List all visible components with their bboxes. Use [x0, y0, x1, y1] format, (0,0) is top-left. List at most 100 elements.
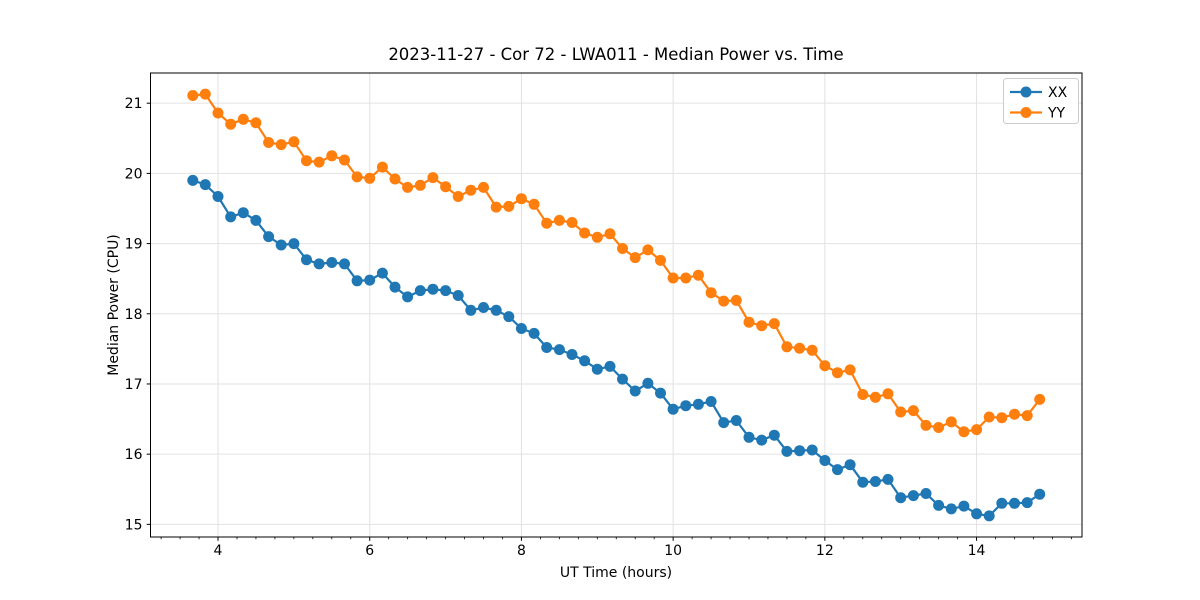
- data-point: [313, 258, 325, 270]
- axes-frame: [150, 72, 1083, 538]
- data-point: [301, 254, 312, 266]
- data-point: [515, 323, 527, 334]
- data-point: [364, 172, 376, 184]
- x-tick-label: 12: [816, 543, 834, 559]
- y-axis-label: Median Power (CPU): [106, 234, 122, 376]
- data-point: [794, 342, 806, 354]
- data-point: [895, 406, 907, 418]
- data-point: [857, 476, 869, 488]
- data-point: [895, 492, 907, 504]
- legend-swatch-marker: [1020, 86, 1032, 98]
- data-point: [351, 171, 363, 183]
- data-point: [250, 117, 262, 129]
- data-point: [465, 184, 477, 196]
- data-point: [326, 257, 338, 268]
- data-point: [869, 391, 881, 403]
- data-point: [642, 244, 654, 256]
- data-point: [503, 311, 515, 323]
- data-point: [541, 217, 553, 229]
- data-point: [503, 200, 515, 212]
- data-point: [642, 377, 654, 389]
- data-point: [604, 228, 616, 240]
- data-point: [958, 426, 970, 438]
- data-point: [756, 434, 768, 446]
- series-YY: [187, 88, 1046, 438]
- data-point: [1021, 410, 1033, 422]
- data-point: [490, 201, 502, 213]
- data-point: [591, 231, 603, 243]
- data-point: [427, 172, 439, 184]
- data-point: [237, 207, 249, 219]
- legend-item-label: YY: [1047, 106, 1066, 122]
- data-point: [819, 455, 831, 466]
- data-point: [996, 497, 1008, 509]
- data-point: [351, 275, 363, 287]
- data-point: [553, 214, 565, 226]
- chart-render-root: 4 6 8 10 12 14 15 16 17 18 19 20 21 XX YY: [125, 72, 1083, 559]
- data-point: [705, 287, 717, 299]
- data-point: [680, 400, 692, 412]
- data-point: [617, 373, 628, 385]
- data-point: [730, 415, 742, 426]
- data-point: [983, 411, 995, 423]
- series-line: [192, 179, 1041, 518]
- y-tick-label: 18: [125, 307, 143, 323]
- data-point: [225, 211, 237, 223]
- data-point: [781, 445, 793, 457]
- data-point: [920, 419, 932, 431]
- data-point: [402, 291, 414, 303]
- series-XX: [187, 174, 1046, 522]
- data-point: [465, 304, 477, 316]
- data-point: [933, 422, 945, 433]
- data-point: [629, 252, 641, 264]
- legend-item-label: XX: [1048, 85, 1068, 101]
- data-point: [275, 139, 287, 151]
- data-point: [376, 267, 388, 279]
- data-point: [490, 304, 502, 316]
- data-point: [692, 269, 704, 281]
- data-point: [263, 231, 275, 243]
- x-tick-label: 8: [517, 543, 526, 559]
- data-point: [389, 173, 401, 185]
- data-point: [844, 364, 856, 376]
- data-point: [933, 499, 945, 511]
- data-point: [743, 316, 755, 328]
- data-point: [806, 444, 818, 456]
- data-point: [907, 405, 919, 417]
- data-point: [440, 285, 452, 297]
- data-point: [604, 360, 616, 372]
- data-point: [617, 243, 628, 254]
- data-point: [288, 136, 300, 148]
- data-point: [402, 181, 414, 193]
- data-point: [275, 239, 287, 251]
- data-point: [743, 431, 755, 443]
- data-point: [452, 191, 464, 202]
- data-point: [199, 179, 211, 191]
- data-point: [920, 488, 932, 499]
- data-point: [237, 113, 249, 125]
- data-point: [882, 473, 894, 485]
- data-point: [579, 227, 591, 239]
- data-point: [958, 500, 970, 512]
- data-point: [629, 385, 641, 397]
- chart-title: 2023-11-27 - Cor 72 - LWA011 - Median Po…: [388, 45, 843, 64]
- data-point: [832, 464, 843, 476]
- data-point: [225, 118, 237, 130]
- data-point: [528, 327, 540, 339]
- data-point: [579, 355, 591, 367]
- x-tick-label: 6: [365, 543, 374, 559]
- data-point: [414, 179, 426, 191]
- data-point: [756, 320, 768, 332]
- data-point: [553, 344, 565, 356]
- data-point: [199, 88, 211, 100]
- y-tick-label: 16: [125, 447, 143, 463]
- data-point: [339, 154, 350, 166]
- data-point: [819, 360, 831, 372]
- data-point: [1009, 497, 1020, 509]
- data-point: [212, 107, 224, 119]
- data-point: [389, 281, 401, 293]
- y-tick-label: 19: [125, 237, 143, 253]
- data-point: [1034, 488, 1046, 500]
- data-point: [566, 349, 578, 360]
- y-tick-label: 21: [125, 96, 143, 112]
